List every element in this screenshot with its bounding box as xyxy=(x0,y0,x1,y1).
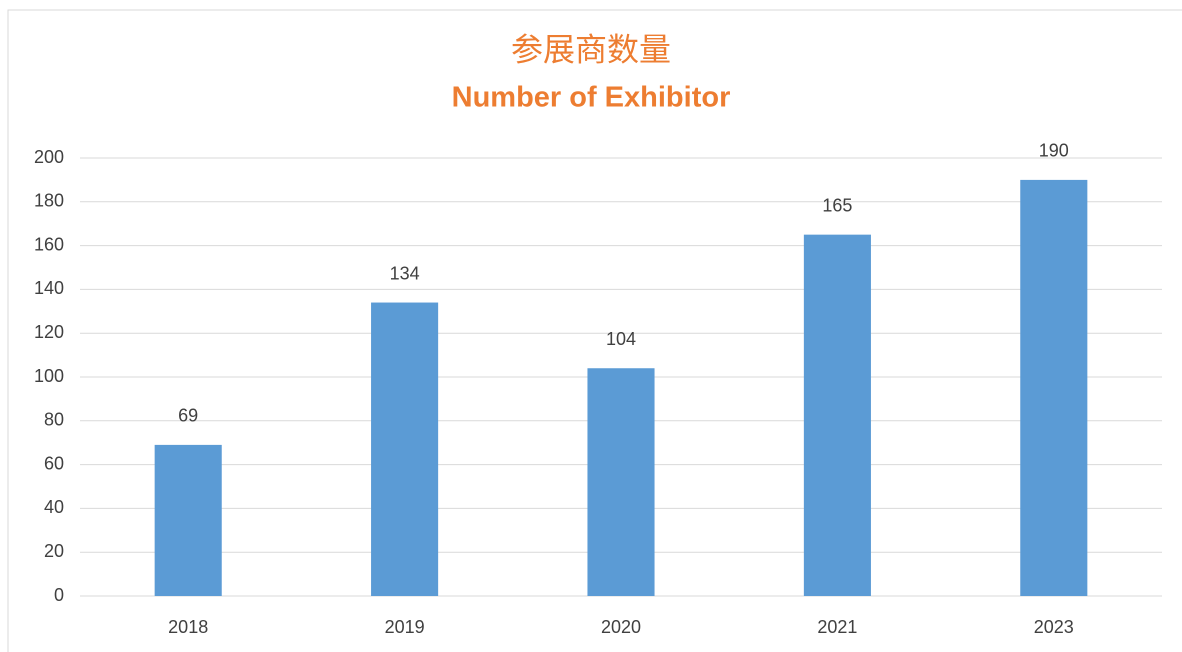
x-tick-label: 2021 xyxy=(817,617,857,637)
data-label: 165 xyxy=(822,195,852,215)
chart-title: 参展商数量 xyxy=(511,31,671,67)
bar xyxy=(803,234,871,596)
x-tick-label: 2019 xyxy=(385,617,425,637)
bar xyxy=(371,302,439,596)
y-tick-label: 140 xyxy=(34,278,64,298)
data-label: 104 xyxy=(606,329,636,349)
y-tick-label: 80 xyxy=(44,410,64,430)
data-label: 69 xyxy=(178,406,198,426)
y-tick-label: 0 xyxy=(54,585,64,605)
y-tick-label: 100 xyxy=(34,366,64,386)
y-tick-label: 60 xyxy=(44,453,64,473)
data-label: 134 xyxy=(390,263,420,283)
x-tick-label: 2023 xyxy=(1034,617,1074,637)
chart-frame xyxy=(7,9,1182,652)
x-tick-label: 2018 xyxy=(168,617,208,637)
chart-subtitle: Number of Exhibitor xyxy=(452,82,731,114)
bar xyxy=(154,444,222,596)
y-tick-label: 180 xyxy=(34,191,64,211)
y-tick-label: 40 xyxy=(44,497,64,517)
y-tick-label: 200 xyxy=(34,147,64,167)
y-tick-label: 20 xyxy=(44,541,64,561)
y-tick-label: 120 xyxy=(34,322,64,342)
bar xyxy=(1020,179,1088,596)
x-tick-label: 2020 xyxy=(601,617,641,637)
bar xyxy=(587,368,655,596)
y-tick-label: 160 xyxy=(34,234,64,254)
data-label: 190 xyxy=(1039,141,1069,161)
